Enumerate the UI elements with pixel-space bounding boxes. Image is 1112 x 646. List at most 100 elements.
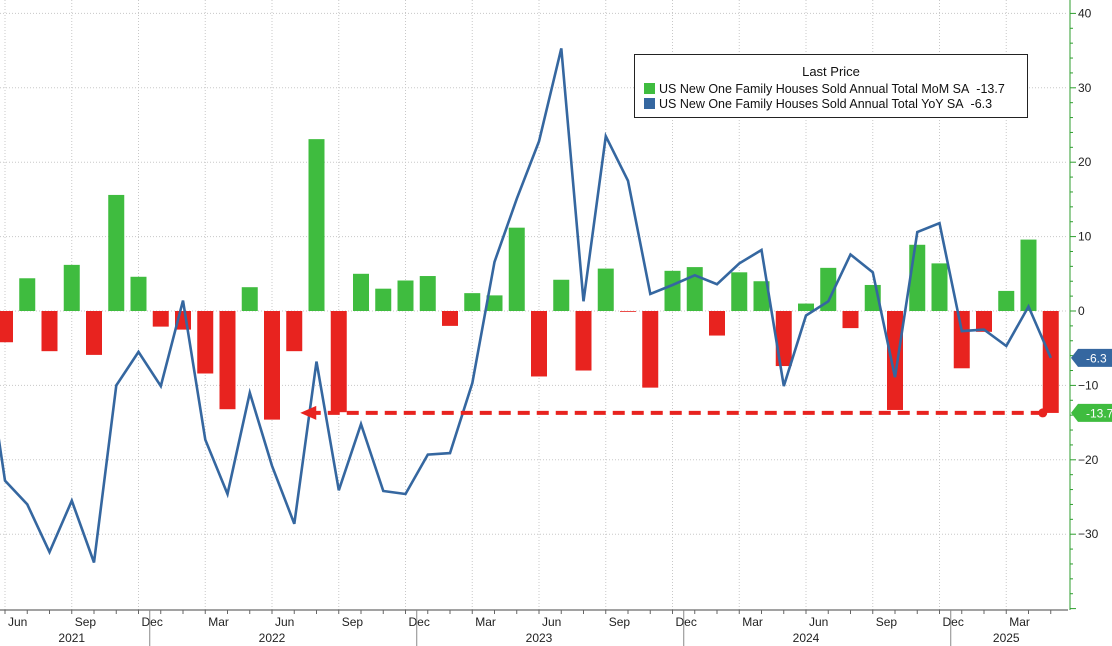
x-tick-label: Dec [943, 615, 964, 629]
mom-bar [152, 311, 169, 327]
mom-bar [931, 263, 948, 311]
legend: Last Price US New One Family Houses Sold… [634, 54, 1028, 118]
legend-label-mom: US New One Family Houses Sold Annual Tot… [659, 82, 970, 96]
x-tick-label: Dec [409, 615, 430, 629]
mom-bars [0, 139, 1059, 420]
legend-swatch-yoy [644, 98, 655, 109]
mom-bar [731, 272, 748, 311]
value-tag: -13.7 [1071, 403, 1112, 422]
x-tick-label: Dec [676, 615, 697, 629]
mom-bar [575, 311, 592, 371]
x-tick-label: Sep [609, 615, 631, 629]
x-tick-label: Jun [542, 615, 561, 629]
x-year-label: 2021 [58, 631, 85, 645]
mom-bar [286, 311, 303, 352]
mom-bar [953, 311, 970, 369]
dashed-arrow-annotation [300, 405, 1048, 420]
x-year-label: 2025 [993, 631, 1020, 645]
value-tag-label: -13.7 [1086, 406, 1112, 420]
mom-bar [63, 264, 80, 311]
legend-value-mom: -13.7 [976, 82, 1005, 96]
mom-bar [41, 311, 58, 352]
legend-title: Last Price [802, 64, 860, 79]
mom-bar [19, 278, 36, 311]
x-tick-label: Dec [142, 615, 163, 629]
mom-bar [597, 268, 614, 311]
mom-bar [531, 311, 547, 377]
y-tick-label: −20 [1078, 453, 1099, 467]
y-tick-label: 0 [1078, 304, 1085, 318]
y-tick-label: 40 [1078, 6, 1092, 20]
mom-bar [887, 311, 903, 410]
y-axis: 40 30 20 10 0 −10 −20 −30 [1069, 0, 1099, 610]
x-year-label: 2022 [259, 631, 286, 645]
x-tick-label: Jun [8, 615, 27, 629]
x-year-label: 2024 [793, 631, 820, 645]
y-tick-label: 30 [1078, 81, 1092, 95]
mom-bar [397, 280, 414, 311]
mom-bar [219, 311, 236, 410]
mom-bar [775, 311, 792, 367]
arrow-head [300, 405, 317, 420]
value-tags: -6.3 -13.7 [1071, 348, 1112, 422]
y-tick-label: 10 [1078, 230, 1092, 244]
legend-swatch-mom [644, 83, 655, 94]
y-tick-label: −10 [1078, 378, 1099, 392]
x-tick-label: Jun [809, 615, 828, 629]
value-tag-label: -6.3 [1086, 351, 1107, 365]
mom-bar [508, 227, 525, 311]
mom-bar [308, 139, 325, 311]
mom-bar [842, 311, 859, 329]
mom-bar [464, 293, 481, 311]
mom-bar [130, 276, 147, 311]
legend-entry-mom: US New One Family Houses Sold Annual Tot… [644, 82, 1005, 96]
value-tag-bg [1071, 403, 1112, 422]
mom-bar [686, 267, 703, 311]
y-tick-label: −30 [1078, 527, 1099, 541]
x-year-label: 2023 [526, 631, 553, 645]
mom-bar [0, 311, 13, 343]
mom-bar [798, 303, 814, 311]
x-tick-label: Mar [1009, 615, 1030, 629]
value-tag-bg [1071, 348, 1112, 367]
mom-bar [998, 290, 1015, 311]
y-tick-label: 20 [1078, 155, 1092, 169]
legend-label-yoy: US New One Family Houses Sold Annual Tot… [659, 97, 964, 111]
yoy-line-group [0, 48, 1052, 563]
yoy-line [0, 48, 1052, 563]
mom-bar [442, 311, 458, 326]
arrow-dot [1038, 408, 1048, 418]
x-tick-label: Sep [876, 615, 898, 629]
mom-bar [620, 311, 636, 312]
legend-entry-yoy: US New One Family Houses Sold Annual Tot… [644, 97, 992, 111]
x-tick-label: Mar [742, 615, 763, 629]
mom-bar [375, 288, 392, 311]
mom-bar [1042, 311, 1059, 413]
x-axis: Jun Sep Dec Mar Jun Sep Dec Mar Jun Sep Dec Mar Jun S… [0, 609, 1068, 646]
mom-bar [1020, 239, 1037, 311]
mom-bar [642, 311, 659, 388]
mom-bar [553, 279, 570, 311]
x-tick-label: Mar [208, 615, 229, 629]
x-tick-label: Mar [475, 615, 496, 629]
x-tick-label: Sep [342, 615, 364, 629]
mom-bar [108, 194, 125, 311]
mom-bar [909, 244, 926, 311]
mom-bar [709, 311, 725, 336]
mom-bar [419, 276, 436, 311]
mom-bar [486, 295, 503, 311]
mom-bar [241, 287, 258, 311]
mom-bar [753, 281, 770, 311]
x-tick-label: Jun [275, 615, 294, 629]
mom-bar [976, 311, 992, 332]
mom-bar [330, 311, 347, 413]
mom-bar [86, 311, 102, 355]
mom-bar [353, 273, 369, 311]
mom-bar [264, 311, 280, 420]
legend-value-yoy: -6.3 [970, 97, 993, 111]
value-tag: -6.3 [1071, 348, 1112, 367]
mom-bar [197, 311, 214, 374]
x-tick-label: Sep [75, 615, 97, 629]
mom-bar [820, 267, 837, 311]
